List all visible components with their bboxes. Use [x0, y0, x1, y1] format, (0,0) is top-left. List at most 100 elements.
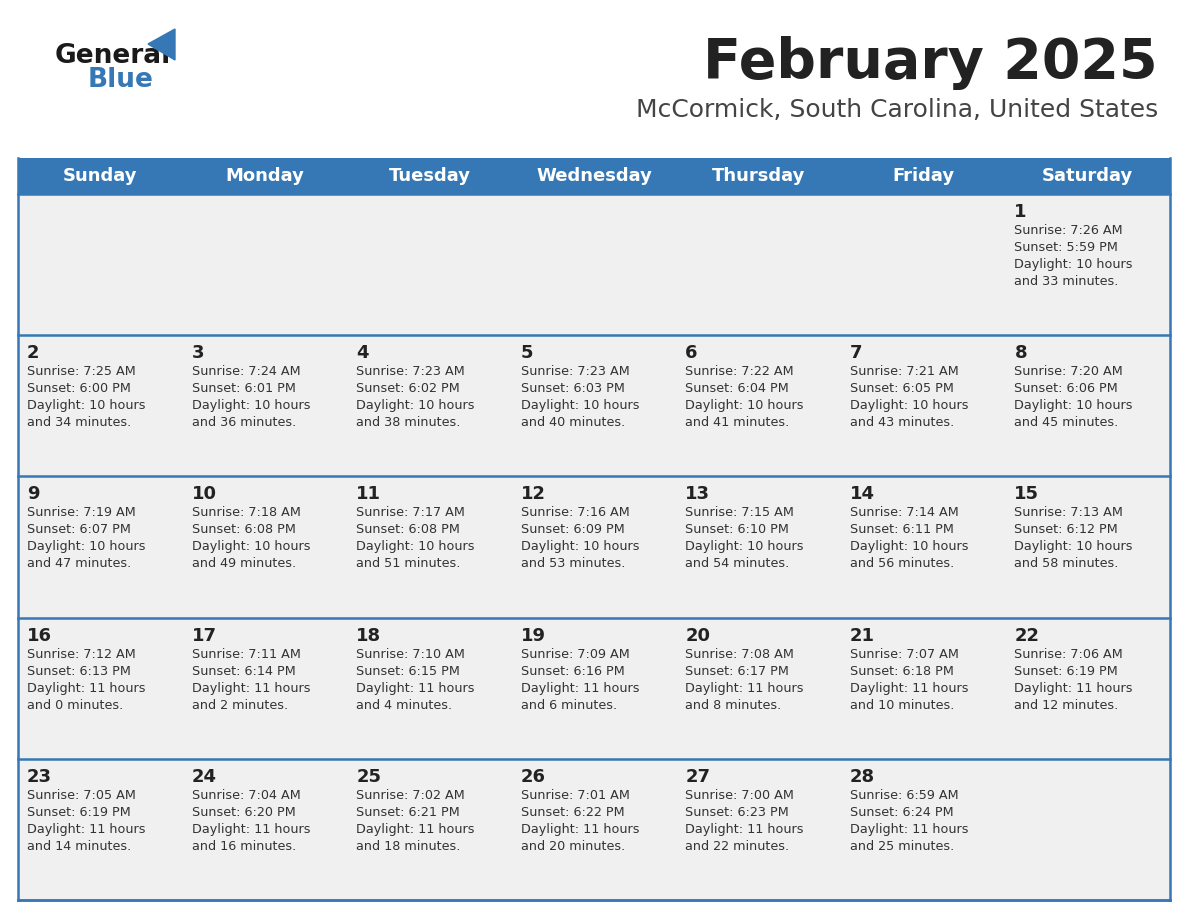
Text: Daylight: 10 hours: Daylight: 10 hours [191, 399, 310, 412]
Text: 27: 27 [685, 767, 710, 786]
Text: Sunrise: 7:05 AM: Sunrise: 7:05 AM [27, 789, 135, 801]
Text: Daylight: 10 hours: Daylight: 10 hours [520, 541, 639, 554]
Text: and 38 minutes.: and 38 minutes. [356, 416, 461, 430]
Text: Daylight: 11 hours: Daylight: 11 hours [685, 823, 804, 835]
Text: Sunrise: 7:14 AM: Sunrise: 7:14 AM [849, 507, 959, 520]
Bar [18, 158, 1170, 194]
Text: Sunrise: 7:01 AM: Sunrise: 7:01 AM [520, 789, 630, 801]
Text: Sunrise: 7:07 AM: Sunrise: 7:07 AM [849, 647, 959, 661]
Text: Daylight: 10 hours: Daylight: 10 hours [1015, 399, 1133, 412]
Text: Sunset: 6:08 PM: Sunset: 6:08 PM [356, 523, 460, 536]
Text: Sunset: 6:17 PM: Sunset: 6:17 PM [685, 665, 789, 677]
Text: Sunset: 6:20 PM: Sunset: 6:20 PM [191, 806, 296, 819]
Text: Sunrise: 7:19 AM: Sunrise: 7:19 AM [27, 507, 135, 520]
Text: Sunrise: 7:22 AM: Sunrise: 7:22 AM [685, 365, 794, 378]
Bar [18, 476, 1170, 618]
Text: Tuesday: Tuesday [388, 167, 470, 185]
Text: Daylight: 11 hours: Daylight: 11 hours [191, 823, 310, 835]
Text: Sunset: 6:18 PM: Sunset: 6:18 PM [849, 665, 954, 677]
Text: 12: 12 [520, 486, 545, 503]
Text: and 25 minutes.: and 25 minutes. [849, 840, 954, 853]
Text: February 2025: February 2025 [703, 36, 1158, 90]
Text: Daylight: 11 hours: Daylight: 11 hours [27, 681, 145, 695]
Text: Sunset: 6:19 PM: Sunset: 6:19 PM [1015, 665, 1118, 677]
Text: 24: 24 [191, 767, 216, 786]
Text: Sunrise: 7:18 AM: Sunrise: 7:18 AM [191, 507, 301, 520]
Text: Daylight: 10 hours: Daylight: 10 hours [685, 541, 804, 554]
Text: Daylight: 11 hours: Daylight: 11 hours [849, 681, 968, 695]
Text: Daylight: 10 hours: Daylight: 10 hours [1015, 258, 1133, 271]
Text: Sunset: 6:22 PM: Sunset: 6:22 PM [520, 806, 625, 819]
Text: Sunset: 6:09 PM: Sunset: 6:09 PM [520, 523, 625, 536]
Text: 17: 17 [191, 627, 216, 644]
Text: Sunrise: 7:09 AM: Sunrise: 7:09 AM [520, 647, 630, 661]
Text: and 6 minutes.: and 6 minutes. [520, 699, 617, 711]
Text: 1: 1 [1015, 203, 1026, 221]
Text: Sunrise: 7:25 AM: Sunrise: 7:25 AM [27, 365, 135, 378]
Text: Daylight: 11 hours: Daylight: 11 hours [27, 823, 145, 835]
Text: Daylight: 11 hours: Daylight: 11 hours [356, 823, 475, 835]
Text: Sunset: 6:24 PM: Sunset: 6:24 PM [849, 806, 954, 819]
Text: and 51 minutes.: and 51 minutes. [356, 557, 461, 570]
Text: and 8 minutes.: and 8 minutes. [685, 699, 782, 711]
Text: 8: 8 [1015, 344, 1028, 363]
Text: General: General [55, 43, 171, 69]
Text: and 22 minutes.: and 22 minutes. [685, 840, 789, 853]
Text: Sunrise: 7:13 AM: Sunrise: 7:13 AM [1015, 507, 1124, 520]
Text: 5: 5 [520, 344, 533, 363]
Text: Sunrise: 7:10 AM: Sunrise: 7:10 AM [356, 647, 465, 661]
Text: Sunset: 6:05 PM: Sunset: 6:05 PM [849, 382, 954, 396]
Text: 7: 7 [849, 344, 862, 363]
Text: Blue: Blue [88, 67, 154, 93]
Text: Sunset: 6:07 PM: Sunset: 6:07 PM [27, 523, 131, 536]
Text: Sunrise: 7:17 AM: Sunrise: 7:17 AM [356, 507, 465, 520]
Text: and 40 minutes.: and 40 minutes. [520, 416, 625, 430]
Text: and 18 minutes.: and 18 minutes. [356, 840, 461, 853]
Text: 2: 2 [27, 344, 39, 363]
Text: and 54 minutes.: and 54 minutes. [685, 557, 790, 570]
Text: and 41 minutes.: and 41 minutes. [685, 416, 790, 430]
Text: Sunrise: 7:06 AM: Sunrise: 7:06 AM [1015, 647, 1123, 661]
Bar [18, 759, 1170, 900]
Text: Sunset: 6:21 PM: Sunset: 6:21 PM [356, 806, 460, 819]
Text: and 45 minutes.: and 45 minutes. [1015, 416, 1119, 430]
Text: Daylight: 10 hours: Daylight: 10 hours [685, 399, 804, 412]
Bar [18, 618, 1170, 759]
Text: and 53 minutes.: and 53 minutes. [520, 557, 625, 570]
Text: and 16 minutes.: and 16 minutes. [191, 840, 296, 853]
Text: Sunrise: 7:24 AM: Sunrise: 7:24 AM [191, 365, 301, 378]
Text: and 20 minutes.: and 20 minutes. [520, 840, 625, 853]
Text: Wednesday: Wednesday [536, 167, 652, 185]
Text: Sunrise: 7:20 AM: Sunrise: 7:20 AM [1015, 365, 1123, 378]
Text: Sunset: 6:04 PM: Sunset: 6:04 PM [685, 382, 789, 396]
Text: 28: 28 [849, 767, 876, 786]
Text: Sunset: 6:06 PM: Sunset: 6:06 PM [1015, 382, 1118, 396]
Text: Daylight: 10 hours: Daylight: 10 hours [520, 399, 639, 412]
Text: Daylight: 11 hours: Daylight: 11 hours [356, 681, 475, 695]
Text: Sunrise: 7:00 AM: Sunrise: 7:00 AM [685, 789, 794, 801]
Bar [18, 194, 1170, 335]
Text: Daylight: 11 hours: Daylight: 11 hours [1015, 681, 1133, 695]
Text: and 34 minutes.: and 34 minutes. [27, 416, 131, 430]
Text: Saturday: Saturday [1042, 167, 1133, 185]
Text: Sunset: 6:03 PM: Sunset: 6:03 PM [520, 382, 625, 396]
Text: Daylight: 10 hours: Daylight: 10 hours [849, 399, 968, 412]
Text: 11: 11 [356, 486, 381, 503]
Text: Sunset: 6:01 PM: Sunset: 6:01 PM [191, 382, 296, 396]
Text: 16: 16 [27, 627, 52, 644]
Text: and 2 minutes.: and 2 minutes. [191, 699, 287, 711]
Text: Sunrise: 7:08 AM: Sunrise: 7:08 AM [685, 647, 794, 661]
Text: Daylight: 11 hours: Daylight: 11 hours [191, 681, 310, 695]
Text: Sunrise: 7:23 AM: Sunrise: 7:23 AM [356, 365, 465, 378]
Text: Sunrise: 7:04 AM: Sunrise: 7:04 AM [191, 789, 301, 801]
Text: and 10 minutes.: and 10 minutes. [849, 699, 954, 711]
Text: 19: 19 [520, 627, 545, 644]
Text: Sunrise: 7:21 AM: Sunrise: 7:21 AM [849, 365, 959, 378]
Text: and 4 minutes.: and 4 minutes. [356, 699, 453, 711]
Text: Daylight: 10 hours: Daylight: 10 hours [356, 399, 475, 412]
Text: Sunset: 6:00 PM: Sunset: 6:00 PM [27, 382, 131, 396]
Text: 9: 9 [27, 486, 39, 503]
Text: Sunset: 6:13 PM: Sunset: 6:13 PM [27, 665, 131, 677]
Text: Daylight: 11 hours: Daylight: 11 hours [849, 823, 968, 835]
Text: 6: 6 [685, 344, 697, 363]
